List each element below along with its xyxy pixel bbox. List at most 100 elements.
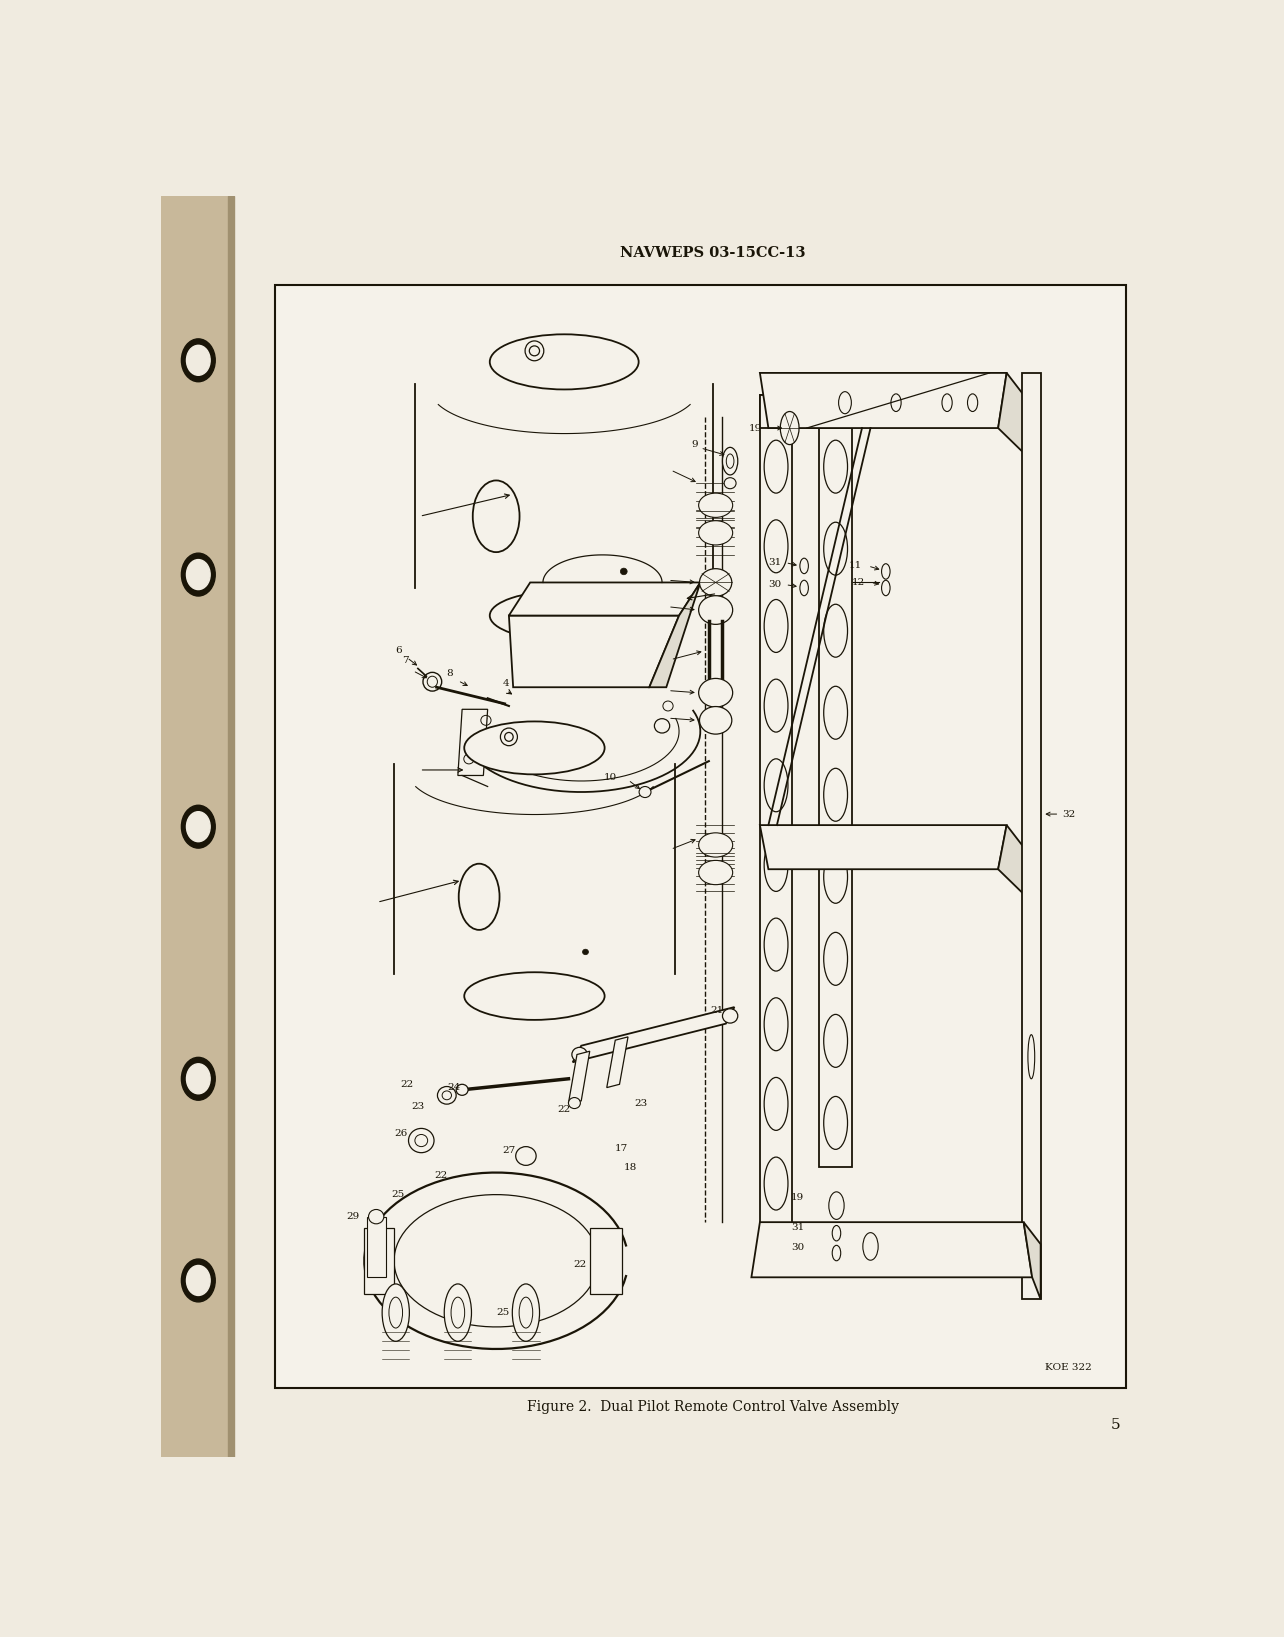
Ellipse shape: [620, 568, 627, 575]
Text: 19: 19: [749, 424, 761, 432]
Ellipse shape: [571, 1048, 587, 1062]
Ellipse shape: [882, 563, 890, 579]
Text: 8: 8: [446, 670, 453, 678]
Polygon shape: [760, 395, 851, 427]
Polygon shape: [573, 1007, 734, 1062]
Ellipse shape: [465, 972, 605, 1020]
Ellipse shape: [512, 1283, 539, 1341]
Text: KOE 322: KOE 322: [1045, 1364, 1091, 1372]
Polygon shape: [819, 395, 851, 1167]
Ellipse shape: [723, 1008, 738, 1023]
Polygon shape: [751, 1223, 1032, 1277]
Text: 23: 23: [634, 1098, 647, 1108]
Text: 22: 22: [401, 1080, 413, 1089]
Circle shape: [186, 560, 211, 589]
Circle shape: [186, 345, 211, 375]
Ellipse shape: [723, 447, 738, 475]
Text: 27: 27: [502, 1146, 516, 1156]
Ellipse shape: [698, 596, 733, 624]
Polygon shape: [998, 825, 1032, 902]
Text: 25: 25: [392, 1190, 404, 1198]
Polygon shape: [760, 825, 1007, 869]
Polygon shape: [365, 1228, 394, 1293]
Polygon shape: [569, 1051, 589, 1103]
Polygon shape: [1022, 373, 1040, 1300]
Ellipse shape: [569, 1097, 580, 1108]
Text: 11: 11: [849, 561, 862, 570]
Text: 10: 10: [603, 773, 618, 782]
Circle shape: [186, 812, 211, 841]
Ellipse shape: [700, 568, 732, 596]
Text: 4: 4: [503, 679, 510, 688]
Bar: [160, 196, 232, 1457]
Text: NAVWEPS 03-15CC-13: NAVWEPS 03-15CC-13: [620, 246, 805, 260]
Ellipse shape: [422, 673, 442, 691]
Polygon shape: [760, 373, 1007, 427]
Text: 30: 30: [791, 1242, 804, 1252]
Ellipse shape: [698, 493, 733, 517]
Text: 18: 18: [624, 1162, 637, 1172]
Ellipse shape: [456, 1084, 469, 1095]
Ellipse shape: [516, 1146, 537, 1166]
Text: 31: 31: [791, 1223, 804, 1233]
Ellipse shape: [698, 833, 733, 858]
Ellipse shape: [444, 1283, 471, 1341]
Text: 26: 26: [394, 1130, 407, 1138]
Text: 22: 22: [434, 1172, 447, 1180]
Ellipse shape: [698, 521, 733, 545]
Circle shape: [181, 805, 216, 848]
Circle shape: [181, 1259, 216, 1301]
Text: 7: 7: [402, 656, 408, 665]
Circle shape: [181, 553, 216, 596]
Text: Figure 2.  Dual Pilot Remote Control Valve Assembly: Figure 2. Dual Pilot Remote Control Valv…: [526, 1400, 899, 1413]
Ellipse shape: [698, 678, 733, 707]
Text: 5: 5: [1111, 1418, 1121, 1432]
Text: 29: 29: [347, 1211, 360, 1221]
Circle shape: [186, 1064, 211, 1094]
Text: 22: 22: [557, 1105, 571, 1115]
Ellipse shape: [832, 1246, 841, 1260]
Bar: [275, 285, 1126, 1388]
Ellipse shape: [655, 719, 670, 733]
Ellipse shape: [724, 478, 736, 489]
Ellipse shape: [700, 707, 732, 733]
Text: 31: 31: [768, 558, 781, 566]
Text: 23: 23: [411, 1102, 425, 1112]
Text: 6: 6: [395, 647, 402, 655]
Polygon shape: [508, 583, 700, 616]
Ellipse shape: [639, 786, 651, 797]
Text: 17: 17: [615, 1144, 628, 1152]
Text: 22: 22: [573, 1259, 587, 1269]
Ellipse shape: [369, 1210, 384, 1224]
Ellipse shape: [828, 1192, 844, 1220]
Polygon shape: [650, 583, 700, 688]
Polygon shape: [1023, 1223, 1040, 1300]
Polygon shape: [589, 1228, 621, 1293]
Circle shape: [181, 339, 216, 381]
Text: 24: 24: [447, 1084, 460, 1092]
Ellipse shape: [832, 1226, 841, 1241]
Ellipse shape: [882, 579, 890, 596]
Text: 21: 21: [711, 1005, 724, 1015]
Polygon shape: [508, 616, 679, 688]
Text: 30: 30: [768, 579, 781, 589]
Ellipse shape: [465, 722, 605, 774]
Bar: [229, 196, 234, 1457]
Ellipse shape: [489, 591, 638, 640]
Ellipse shape: [800, 579, 809, 596]
Ellipse shape: [489, 334, 638, 390]
Polygon shape: [998, 373, 1032, 462]
Ellipse shape: [383, 1283, 410, 1341]
Ellipse shape: [698, 861, 733, 884]
Text: 9: 9: [691, 440, 697, 449]
Ellipse shape: [800, 558, 809, 573]
Polygon shape: [760, 395, 792, 1277]
Ellipse shape: [781, 411, 799, 445]
Polygon shape: [458, 709, 488, 776]
Text: 12: 12: [853, 578, 865, 588]
Text: 25: 25: [497, 1308, 510, 1318]
Polygon shape: [607, 1036, 628, 1087]
Circle shape: [181, 1058, 216, 1100]
Polygon shape: [367, 1216, 385, 1277]
Text: 19: 19: [791, 1193, 804, 1203]
